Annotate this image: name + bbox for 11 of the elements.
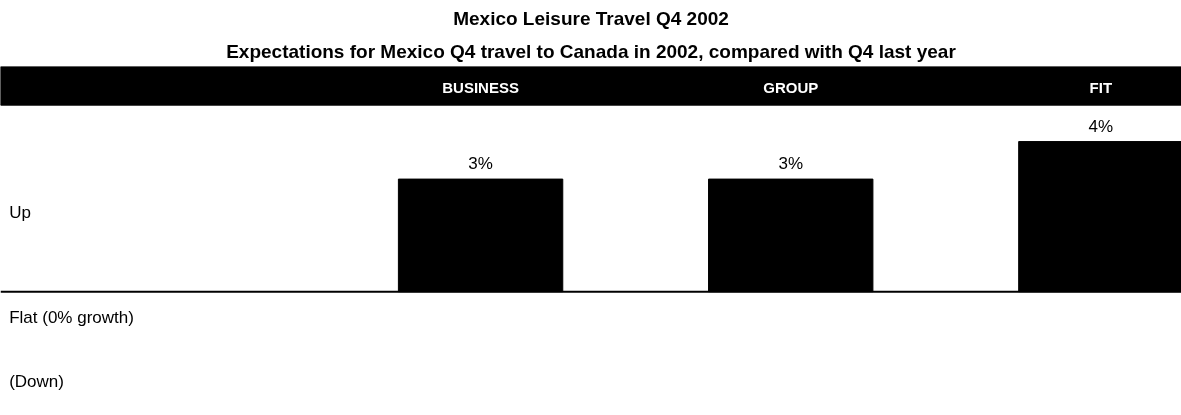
x-tick-label: BUSINESS — [442, 78, 519, 96]
x-tick-label: GROUP — [763, 78, 819, 96]
data-label: 3% — [778, 154, 804, 174]
data-label: 4% — [1088, 116, 1114, 136]
x-tick-label: FIT — [1089, 78, 1113, 96]
chart-title: Mexico Leisure Travel Q4 2002 — [453, 7, 729, 29]
text: Flat (0% growth) — [9, 307, 134, 327]
data-label: 3% — [468, 154, 493, 174]
text: (Down) — [9, 372, 64, 392]
text: Up — [9, 203, 31, 223]
chart-subtitle: Expectations for Mexico Q4 travel to Canada in 2002, compared with Q4 last year — [226, 40, 957, 62]
